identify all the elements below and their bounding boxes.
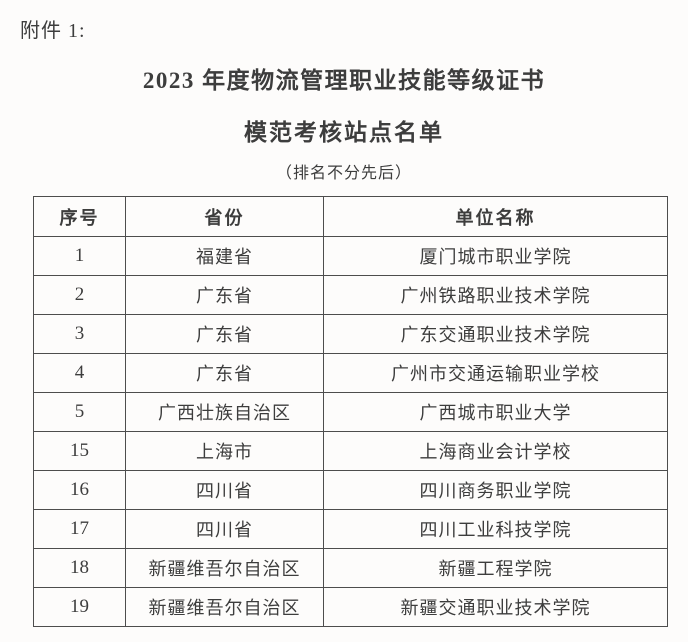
cell-unit: 广西城市职业大学 — [323, 392, 668, 432]
col-header-unit: 单位名称 — [323, 196, 668, 237]
cell-province: 福建省 — [125, 236, 324, 276]
cell-unit: 新疆工程学院 — [323, 548, 668, 588]
cell-unit: 四川商务职业学院 — [323, 470, 668, 510]
cell-province: 四川省 — [125, 509, 324, 549]
cell-no: 4 — [33, 353, 126, 393]
cell-no: 17 — [33, 509, 126, 549]
table-header-row: 序号 省份 单位名称 — [33, 196, 668, 237]
cell-unit: 广州市交通运输职业学校 — [323, 353, 668, 393]
cell-province: 新疆维吾尔自治区 — [125, 548, 324, 588]
cell-no: 1 — [33, 236, 126, 276]
table-row: 4 广东省 广州市交通运输职业学校 — [33, 353, 668, 393]
table-row: 5 广西壮族自治区 广西城市职业大学 — [33, 392, 668, 432]
col-header-no: 序号 — [33, 196, 126, 237]
table-row: 2 广东省 广州铁路职业技术学院 — [33, 275, 668, 315]
cell-province: 新疆维吾尔自治区 — [125, 587, 324, 627]
document-subtitle: 模范考核站点名单 — [244, 120, 444, 145]
cell-unit: 广州铁路职业技术学院 — [323, 275, 668, 315]
table-row: 1 福建省 厦门城市职业学院 — [33, 236, 668, 276]
cell-no: 19 — [33, 587, 126, 627]
cell-unit: 厦门城市职业学院 — [323, 236, 668, 276]
cell-unit: 四川工业科技学院 — [323, 509, 668, 549]
cell-province: 广东省 — [125, 314, 324, 354]
cell-no: 18 — [33, 548, 126, 588]
cell-no: 2 — [33, 275, 126, 315]
cell-province: 广东省 — [125, 353, 324, 393]
table-row: 3 广东省 广东交通职业技术学院 — [33, 314, 668, 354]
cell-unit: 上海商业会计学校 — [323, 431, 668, 471]
table-row: 15 上海市 上海商业会计学校 — [33, 431, 668, 471]
cell-no: 3 — [33, 314, 126, 354]
cell-no: 16 — [33, 470, 126, 510]
cell-province: 上海市 — [125, 431, 324, 471]
col-header-province: 省份 — [125, 196, 324, 237]
sites-table: 序号 省份 单位名称 1 福建省 厦门城市职业学院 2 广东省 广州铁路职业技术… — [33, 196, 668, 627]
cell-province: 广西壮族自治区 — [125, 392, 324, 432]
cell-unit: 新疆交通职业技术学院 — [323, 587, 668, 627]
attachment-label: 附件 1: — [20, 20, 86, 42]
cell-no: 5 — [33, 392, 126, 432]
cell-unit: 广东交通职业技术学院 — [323, 314, 668, 354]
document-title: 2023 年度物流管理职业技能等级证书 — [142, 68, 546, 93]
table-row: 18 新疆维吾尔自治区 新疆工程学院 — [33, 548, 668, 588]
ranking-note: （排名不分先后） — [275, 165, 412, 182]
cell-no: 15 — [33, 431, 126, 471]
cell-province: 广东省 — [125, 275, 324, 315]
cell-province: 四川省 — [125, 470, 324, 510]
table-row: 19 新疆维吾尔自治区 新疆交通职业技术学院 — [33, 587, 668, 627]
table-row: 16 四川省 四川商务职业学院 — [33, 470, 668, 510]
table-row: 17 四川省 四川工业科技学院 — [33, 509, 668, 549]
